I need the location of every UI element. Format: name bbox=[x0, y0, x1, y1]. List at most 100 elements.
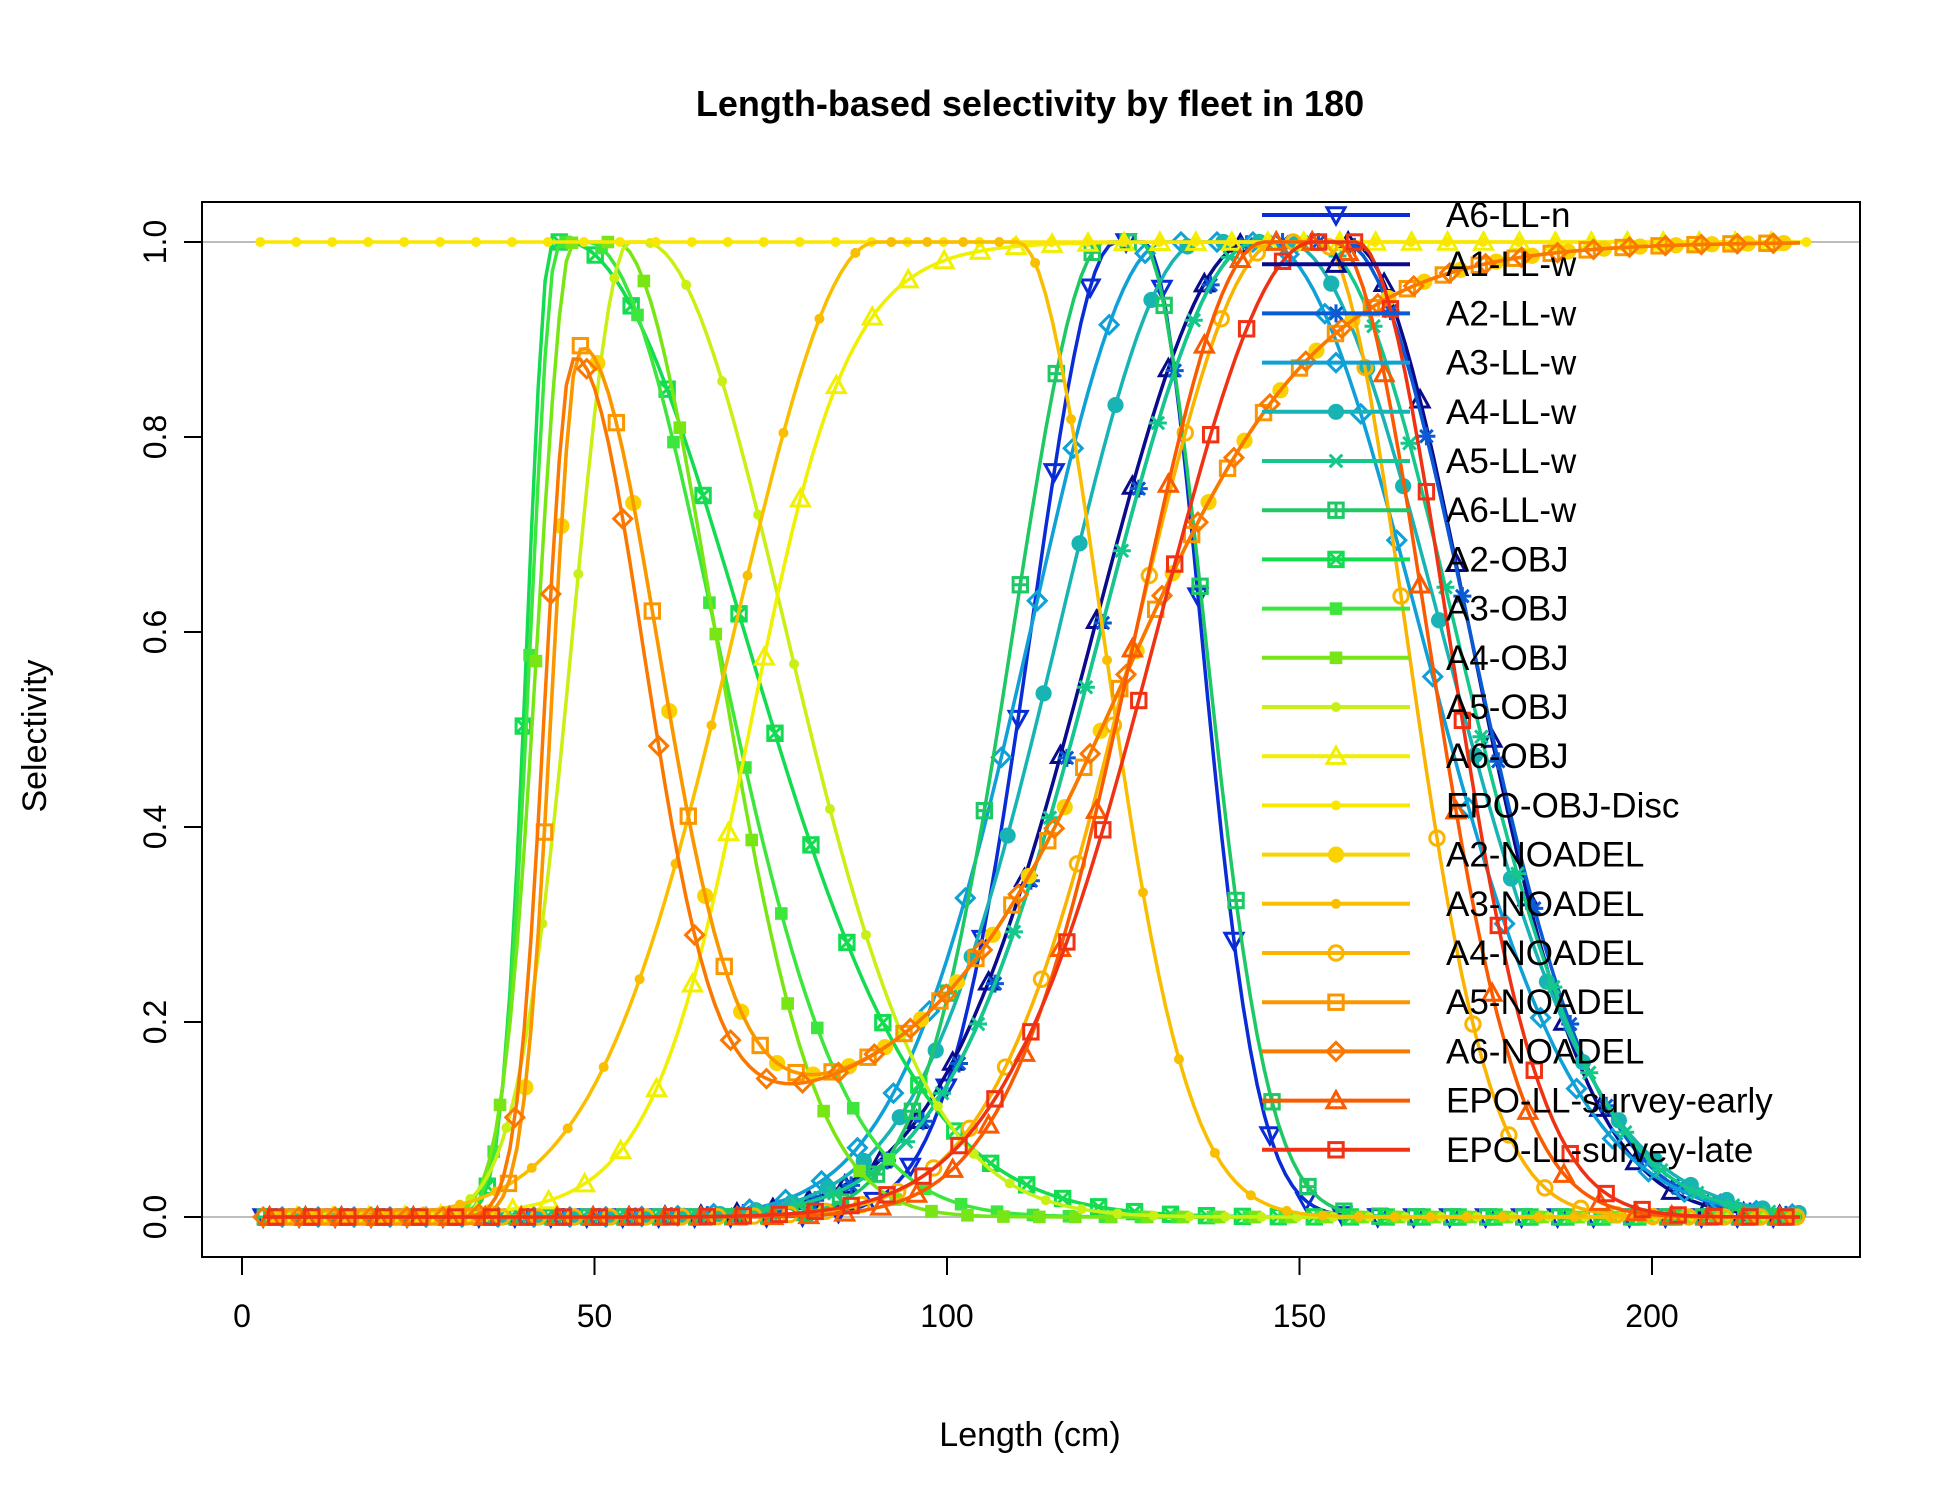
data-point bbox=[1094, 821, 1112, 839]
data-point bbox=[609, 273, 620, 284]
data-point bbox=[647, 734, 670, 758]
data-point bbox=[1402, 274, 1425, 298]
data-point bbox=[899, 1017, 922, 1040]
y-tick-label: 0.6 bbox=[137, 610, 173, 654]
data-point bbox=[905, 1181, 929, 1203]
y-tick-label: 0.2 bbox=[137, 1000, 173, 1044]
legend-item-a5-obj: A5-OBJ bbox=[1262, 688, 1569, 727]
legend-swatch-marker bbox=[1327, 993, 1345, 1011]
data-point bbox=[626, 1208, 645, 1226]
data-point bbox=[1466, 747, 1484, 764]
data-point bbox=[1616, 1124, 1635, 1140]
data-point bbox=[1356, 358, 1374, 377]
data-point bbox=[925, 1204, 938, 1218]
data-point bbox=[1474, 252, 1497, 275]
data-point bbox=[824, 373, 848, 395]
data-point bbox=[1654, 234, 1677, 257]
x-axis-label: Length (cm) bbox=[939, 1416, 1120, 1454]
legend-label: A3-NOADEL bbox=[1446, 885, 1644, 924]
data-point bbox=[794, 237, 805, 247]
legend-item-a6-obj: A6-OBJ bbox=[1262, 737, 1569, 776]
data-point bbox=[758, 237, 769, 247]
legend-swatch-marker bbox=[1331, 800, 1341, 811]
data-point bbox=[673, 421, 687, 434]
legend-label: A5-LL-w bbox=[1446, 442, 1577, 481]
data-point bbox=[1529, 1006, 1552, 1029]
data-point bbox=[614, 237, 625, 247]
data-point bbox=[817, 1104, 830, 1118]
data-point bbox=[827, 1061, 850, 1084]
data-point bbox=[1156, 472, 1180, 493]
data-point bbox=[501, 1122, 512, 1133]
data-point bbox=[1525, 1061, 1543, 1079]
data-point bbox=[607, 413, 626, 432]
data-point bbox=[806, 1202, 824, 1221]
x-tick-label: 100 bbox=[920, 1298, 973, 1334]
data-point bbox=[650, 237, 661, 247]
legend-item-a2-noadel: A2-NOADEL bbox=[1262, 836, 1644, 875]
legend-swatch-marker bbox=[1324, 351, 1348, 374]
data-point bbox=[1726, 232, 1749, 255]
data-point bbox=[1248, 244, 1266, 262]
data-point bbox=[1112, 1208, 1123, 1219]
data-point bbox=[1500, 1126, 1518, 1144]
data-point bbox=[954, 1197, 968, 1211]
data-point bbox=[1309, 233, 1328, 251]
data-point bbox=[1098, 313, 1121, 336]
data-point bbox=[1245, 1190, 1256, 1201]
data-point bbox=[1464, 1015, 1482, 1033]
data-point bbox=[1516, 1099, 1540, 1120]
legend-swatch-marker bbox=[1324, 252, 1348, 273]
data-point bbox=[846, 1101, 860, 1115]
data-point bbox=[1222, 931, 1246, 953]
data-point bbox=[1220, 1211, 1231, 1222]
legend-swatch-marker bbox=[1324, 744, 1348, 765]
data-point bbox=[1400, 435, 1419, 451]
data-point bbox=[1688, 1185, 1707, 1201]
data-point bbox=[860, 929, 871, 940]
data-point bbox=[1313, 302, 1337, 325]
data-point bbox=[1043, 817, 1066, 840]
legend-label: A2-NOADEL bbox=[1446, 836, 1644, 875]
data-point bbox=[1336, 240, 1360, 262]
data-point bbox=[999, 827, 1016, 844]
data-point bbox=[1186, 511, 1210, 534]
data-point bbox=[694, 486, 712, 505]
legend-item-a5-ll-w: A5-LL-w bbox=[1262, 442, 1577, 481]
data-point bbox=[1154, 237, 1165, 247]
data-point bbox=[824, 804, 835, 815]
data-point bbox=[977, 1112, 1001, 1134]
data-point bbox=[454, 1199, 465, 1210]
legend-label: EPO-LL-survey-late bbox=[1446, 1131, 1753, 1170]
legend-item-a4-noadel: A4-NOADEL bbox=[1262, 934, 1644, 973]
data-point bbox=[1434, 266, 1453, 284]
data-point bbox=[941, 1157, 965, 1178]
data-point bbox=[1489, 752, 1508, 771]
legend-label: A6-OBJ bbox=[1446, 737, 1569, 776]
data-point bbox=[752, 644, 776, 666]
data-point bbox=[1637, 1160, 1660, 1183]
data-point bbox=[637, 274, 651, 288]
data-point bbox=[1078, 742, 1102, 765]
data-point bbox=[830, 237, 841, 247]
data-point bbox=[644, 1076, 669, 1098]
data-point bbox=[339, 1208, 357, 1226]
data-point bbox=[1705, 1207, 1723, 1226]
data-point bbox=[1741, 1208, 1759, 1226]
data-point bbox=[1011, 576, 1030, 594]
data-point bbox=[853, 1164, 866, 1178]
data-point bbox=[1264, 229, 1288, 251]
data-point bbox=[882, 1082, 905, 1105]
legend-label: EPO-LL-survey-early bbox=[1446, 1082, 1773, 1121]
data-point bbox=[1082, 237, 1093, 247]
x-tick-label: 50 bbox=[577, 1298, 613, 1334]
data-point bbox=[1069, 1210, 1082, 1224]
data-point bbox=[1281, 1205, 1292, 1216]
data-point bbox=[643, 602, 662, 620]
data-point bbox=[1652, 1162, 1671, 1178]
data-point bbox=[717, 376, 728, 387]
y-tick-label: 0.0 bbox=[137, 1195, 173, 1239]
series-a6-noadel bbox=[252, 232, 1801, 1229]
data-point bbox=[1107, 396, 1124, 414]
